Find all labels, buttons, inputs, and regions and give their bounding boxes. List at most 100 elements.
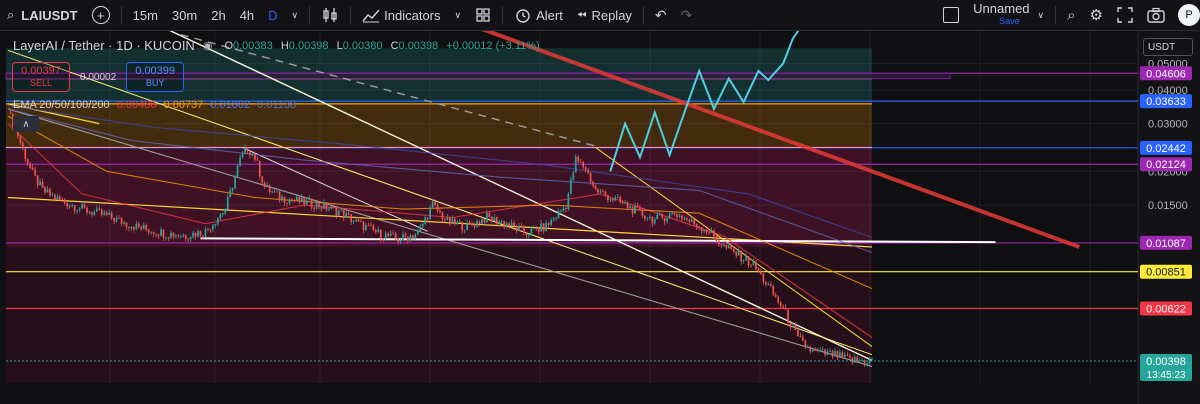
layout-button[interactable]: Unnamed Save ∨ <box>936 0 1051 30</box>
legend-title: LayerAI / Tether · 1D · KUCOIN <box>13 38 195 53</box>
candle-body <box>663 217 666 222</box>
eye-icon[interactable]: ◉ <box>202 40 213 52</box>
quick-search-button[interactable]: ⌕ <box>1060 0 1082 30</box>
interval-15m[interactable]: 15m <box>132 7 158 23</box>
candle-body <box>133 227 135 230</box>
candle-body <box>510 222 513 227</box>
candle-body <box>757 269 760 272</box>
candle-body <box>592 181 594 186</box>
candle-body <box>495 217 498 224</box>
candle-body <box>555 217 557 219</box>
interval-4h[interactable]: 4h <box>239 7 255 23</box>
candle-body <box>328 208 330 210</box>
candle-body <box>78 208 81 211</box>
buy-label: BUY <box>145 78 165 88</box>
chevron-down-icon: ∨ <box>1037 9 1045 20</box>
trendline-yellow <box>7 49 873 356</box>
settings-button[interactable]: ⚙ <box>1083 0 1110 30</box>
candle-body <box>747 256 750 266</box>
candle-body <box>476 220 478 227</box>
candle-body <box>606 195 609 201</box>
candle-body <box>436 205 439 211</box>
indicators-label: Indicators <box>384 7 441 23</box>
candle-body <box>582 162 585 168</box>
candle-body <box>365 225 367 231</box>
fullscreen-button[interactable] <box>1110 0 1140 30</box>
candle-body <box>631 206 634 214</box>
candle-body <box>703 230 706 232</box>
replay-button[interactable]: ⏪︎ Replay <box>570 0 639 30</box>
undo-button[interactable]: ↶ <box>648 0 674 30</box>
candle-body <box>236 166 239 177</box>
trendline-minor <box>242 146 428 232</box>
candle-body <box>372 225 375 230</box>
candle-body <box>340 210 343 211</box>
indicators-button[interactable]: Indicators ∨ <box>355 0 468 30</box>
symbol-search[interactable]: ⌕ LAIUSDT <box>0 0 85 30</box>
candle-body <box>690 219 693 222</box>
candle-body <box>769 284 772 287</box>
candle-body <box>666 218 668 222</box>
publish-button[interactable]: P <box>1178 4 1200 26</box>
candle-body <box>599 191 602 193</box>
indicators-icon <box>362 9 380 23</box>
divider <box>1055 6 1057 24</box>
candle-body <box>330 206 333 209</box>
level-tag <box>1140 66 1192 81</box>
interval-dropdown[interactable]: ∨ <box>285 0 306 30</box>
candle-body <box>350 214 352 223</box>
templates-button[interactable] <box>468 0 498 30</box>
interval-30m[interactable]: 30m <box>171 7 198 23</box>
alert-button[interactable]: Alert <box>507 0 570 30</box>
candle-body <box>589 172 592 182</box>
candle-body <box>505 223 508 227</box>
open-label: O <box>224 39 233 52</box>
candle-body <box>271 191 274 193</box>
candle-body <box>639 207 641 210</box>
price-chart[interactable]: 0.050000.045000.040000.030000.020000.015… <box>0 31 1200 404</box>
candle-body <box>286 202 288 204</box>
candle-body <box>288 199 291 204</box>
candle-body <box>125 222 128 228</box>
collapse-legend-button[interactable]: ∧ <box>13 116 39 132</box>
redo-button[interactable]: ↷ <box>674 0 700 30</box>
buy-button[interactable]: 0.00399 BUY <box>126 62 185 92</box>
candle-body <box>787 309 789 323</box>
candle-body <box>295 196 298 201</box>
currency-selector[interactable]: USDT <box>1143 38 1193 56</box>
candle-body <box>750 265 752 266</box>
level-tag <box>1140 157 1192 172</box>
candle-body <box>486 213 488 223</box>
candle-body <box>609 198 612 201</box>
candle-body <box>199 231 202 236</box>
interval-d[interactable]: D <box>268 7 278 23</box>
chart-type-button[interactable] <box>314 0 346 30</box>
candle-body <box>490 217 493 221</box>
candle-body <box>157 234 160 236</box>
candle-body <box>760 271 762 274</box>
compare-button[interactable]: + <box>85 0 117 30</box>
level-tag <box>1140 235 1192 250</box>
candle-body <box>128 227 130 229</box>
interval-2h[interactable]: 2h <box>211 7 226 23</box>
candle-body <box>574 156 577 173</box>
candle-body <box>789 322 792 328</box>
candle-body <box>325 202 328 210</box>
candle-body <box>819 349 822 352</box>
candle-body <box>24 148 27 160</box>
open-value: 0.00383 <box>233 39 273 52</box>
candle-body <box>742 260 745 262</box>
candle-body <box>300 197 303 203</box>
candle-body <box>565 207 567 210</box>
candle-body <box>51 194 54 196</box>
last-price-label: 0.00398 <box>1146 356 1186 368</box>
sell-label: SELL <box>29 78 53 88</box>
sell-button[interactable]: 0.00397 SELL <box>12 62 70 92</box>
candle-body <box>498 221 501 224</box>
price-zone <box>6 103 872 148</box>
candle-body <box>725 245 728 249</box>
candle-body <box>212 225 214 230</box>
candle-body <box>626 202 629 209</box>
candle-body <box>123 222 125 224</box>
snapshot-button[interactable] <box>1140 0 1172 30</box>
